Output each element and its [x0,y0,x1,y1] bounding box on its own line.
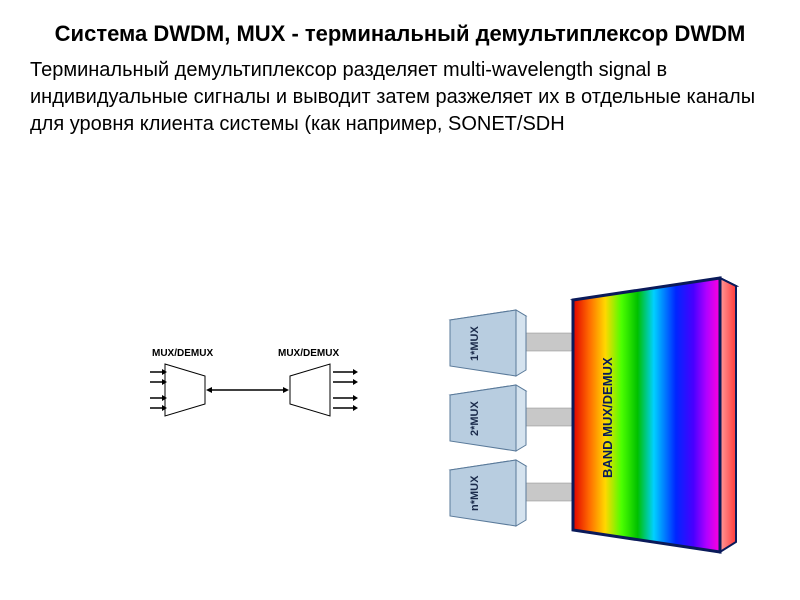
muxn-label: n*MUX [469,475,481,511]
band-mux-demux: BAND MUX/DEMUX [573,278,736,552]
body-paragraph: Терминальный демультиплексор разделяет m… [0,57,800,138]
small-mux-1: 1*MUX [450,310,526,376]
left-mux-demux-diagram: MUX/DEMUX MUX/DEMUX [150,350,370,445]
small-mux-n: n*MUX [450,460,526,526]
band-label: BAND MUX/DEMUX [600,357,615,478]
center-double-arrow [206,387,289,393]
right-diagram-svg: BAND MUX/DEMUX 1*MUX 2*MUX n*MUX [440,270,760,570]
left-input-arrows [150,369,167,411]
mux2-label: 2*MUX [469,400,481,436]
band-front-face [573,278,720,552]
left-diagram-svg [150,350,370,440]
right-band-mux-diagram: BAND MUX/DEMUX 1*MUX 2*MUX n*MUX [440,270,760,575]
mux-demux-right-label: MUX/DEMUX [278,348,339,359]
left-trapezoid [165,364,205,416]
diagram-area: MUX/DEMUX MUX/DEMUX [0,260,800,600]
right-trapezoid [290,364,330,416]
page-title: Система DWDM, MUX - терминальный демульт… [0,0,800,57]
mux-demux-left-label: MUX/DEMUX [152,348,213,359]
mux1-label: 1*MUX [469,325,481,361]
small-mux-2: 2*MUX [450,385,526,451]
right-output-arrows [333,369,358,411]
